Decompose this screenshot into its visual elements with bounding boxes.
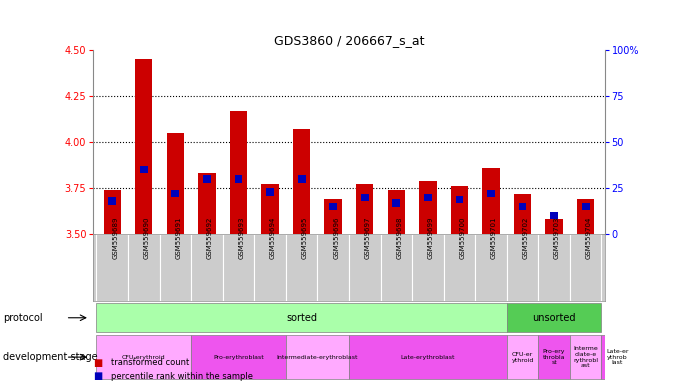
FancyBboxPatch shape <box>538 234 570 301</box>
Text: GSM559699: GSM559699 <box>428 216 434 259</box>
Text: GSM559689: GSM559689 <box>112 216 118 259</box>
Bar <box>582 203 589 210</box>
FancyBboxPatch shape <box>97 234 128 301</box>
Text: GSM559704: GSM559704 <box>586 217 591 259</box>
Bar <box>424 194 432 201</box>
Text: percentile rank within the sample: percentile rank within the sample <box>111 372 252 381</box>
FancyBboxPatch shape <box>570 335 601 379</box>
FancyBboxPatch shape <box>191 335 286 379</box>
FancyBboxPatch shape <box>570 234 601 301</box>
Text: Late-erythroblast: Late-erythroblast <box>401 354 455 360</box>
Bar <box>234 175 243 183</box>
Text: development stage: development stage <box>3 352 98 362</box>
Bar <box>266 188 274 195</box>
Text: CFU-erythroid: CFU-erythroid <box>122 354 166 360</box>
Bar <box>545 220 562 234</box>
FancyBboxPatch shape <box>412 234 444 301</box>
Text: Pro-ery
throbla
st: Pro-ery throbla st <box>543 349 565 366</box>
FancyBboxPatch shape <box>507 234 538 301</box>
FancyBboxPatch shape <box>97 335 191 379</box>
Bar <box>451 186 468 234</box>
FancyBboxPatch shape <box>317 234 349 301</box>
Text: CFU-er
ythroid: CFU-er ythroid <box>511 352 533 362</box>
Bar <box>108 197 116 205</box>
Bar <box>356 184 373 234</box>
Text: Pro-erythroblast: Pro-erythroblast <box>213 354 264 360</box>
Bar <box>230 111 247 234</box>
Bar <box>419 181 437 234</box>
Bar <box>392 199 400 207</box>
Text: GSM559697: GSM559697 <box>365 216 371 259</box>
Bar <box>171 190 179 197</box>
Bar <box>482 168 500 234</box>
Text: Late-er
ythrob
last: Late-er ythrob last <box>606 349 629 366</box>
FancyBboxPatch shape <box>475 234 507 301</box>
FancyBboxPatch shape <box>191 234 223 301</box>
Bar <box>577 199 594 234</box>
Text: GSM559694: GSM559694 <box>270 217 276 259</box>
Text: GSM559691: GSM559691 <box>176 216 181 259</box>
Bar <box>140 166 148 174</box>
Bar <box>167 133 184 234</box>
Text: GSM559696: GSM559696 <box>333 216 339 259</box>
Text: GSM559693: GSM559693 <box>238 216 245 259</box>
FancyBboxPatch shape <box>444 234 475 301</box>
Bar <box>261 184 278 234</box>
FancyBboxPatch shape <box>286 335 349 379</box>
Text: GSM559692: GSM559692 <box>207 217 213 259</box>
FancyBboxPatch shape <box>538 335 570 379</box>
Text: GSM559698: GSM559698 <box>397 216 402 259</box>
Text: unsorted: unsorted <box>532 313 576 323</box>
Bar <box>104 190 121 234</box>
FancyBboxPatch shape <box>128 234 160 301</box>
FancyBboxPatch shape <box>254 234 286 301</box>
Bar <box>487 190 495 197</box>
Text: GSM559702: GSM559702 <box>522 217 529 259</box>
Text: GSM559700: GSM559700 <box>460 216 466 259</box>
FancyBboxPatch shape <box>349 335 507 379</box>
Bar <box>388 190 405 234</box>
Text: ■: ■ <box>93 358 102 368</box>
Bar <box>550 212 558 220</box>
Bar <box>298 175 305 183</box>
FancyBboxPatch shape <box>97 303 507 333</box>
Text: ■: ■ <box>93 371 102 381</box>
FancyBboxPatch shape <box>223 234 254 301</box>
Bar <box>455 195 464 203</box>
FancyBboxPatch shape <box>160 234 191 301</box>
FancyBboxPatch shape <box>286 234 317 301</box>
Bar <box>135 59 153 234</box>
FancyBboxPatch shape <box>507 303 601 333</box>
Text: protocol: protocol <box>3 313 43 323</box>
FancyBboxPatch shape <box>507 335 538 379</box>
Text: GSM559690: GSM559690 <box>144 216 150 259</box>
FancyBboxPatch shape <box>601 335 633 379</box>
Bar <box>361 194 368 201</box>
Bar <box>330 203 337 210</box>
Text: GSM559701: GSM559701 <box>491 216 497 259</box>
Text: transformed count: transformed count <box>111 358 189 367</box>
Bar <box>519 203 527 210</box>
Title: GDS3860 / 206667_s_at: GDS3860 / 206667_s_at <box>274 34 424 47</box>
Bar <box>325 199 342 234</box>
Bar <box>203 175 211 183</box>
Bar <box>293 129 310 234</box>
Text: Interme
diate-e
rythrobl
ast: Interme diate-e rythrobl ast <box>574 346 598 368</box>
Bar <box>198 174 216 234</box>
Text: GSM559695: GSM559695 <box>301 217 307 259</box>
Bar <box>514 194 531 234</box>
Text: Intermediate-erythroblast: Intermediate-erythroblast <box>276 354 358 360</box>
Text: GSM559703: GSM559703 <box>554 216 560 259</box>
Text: sorted: sorted <box>286 313 317 323</box>
FancyBboxPatch shape <box>381 234 412 301</box>
FancyBboxPatch shape <box>349 234 381 301</box>
